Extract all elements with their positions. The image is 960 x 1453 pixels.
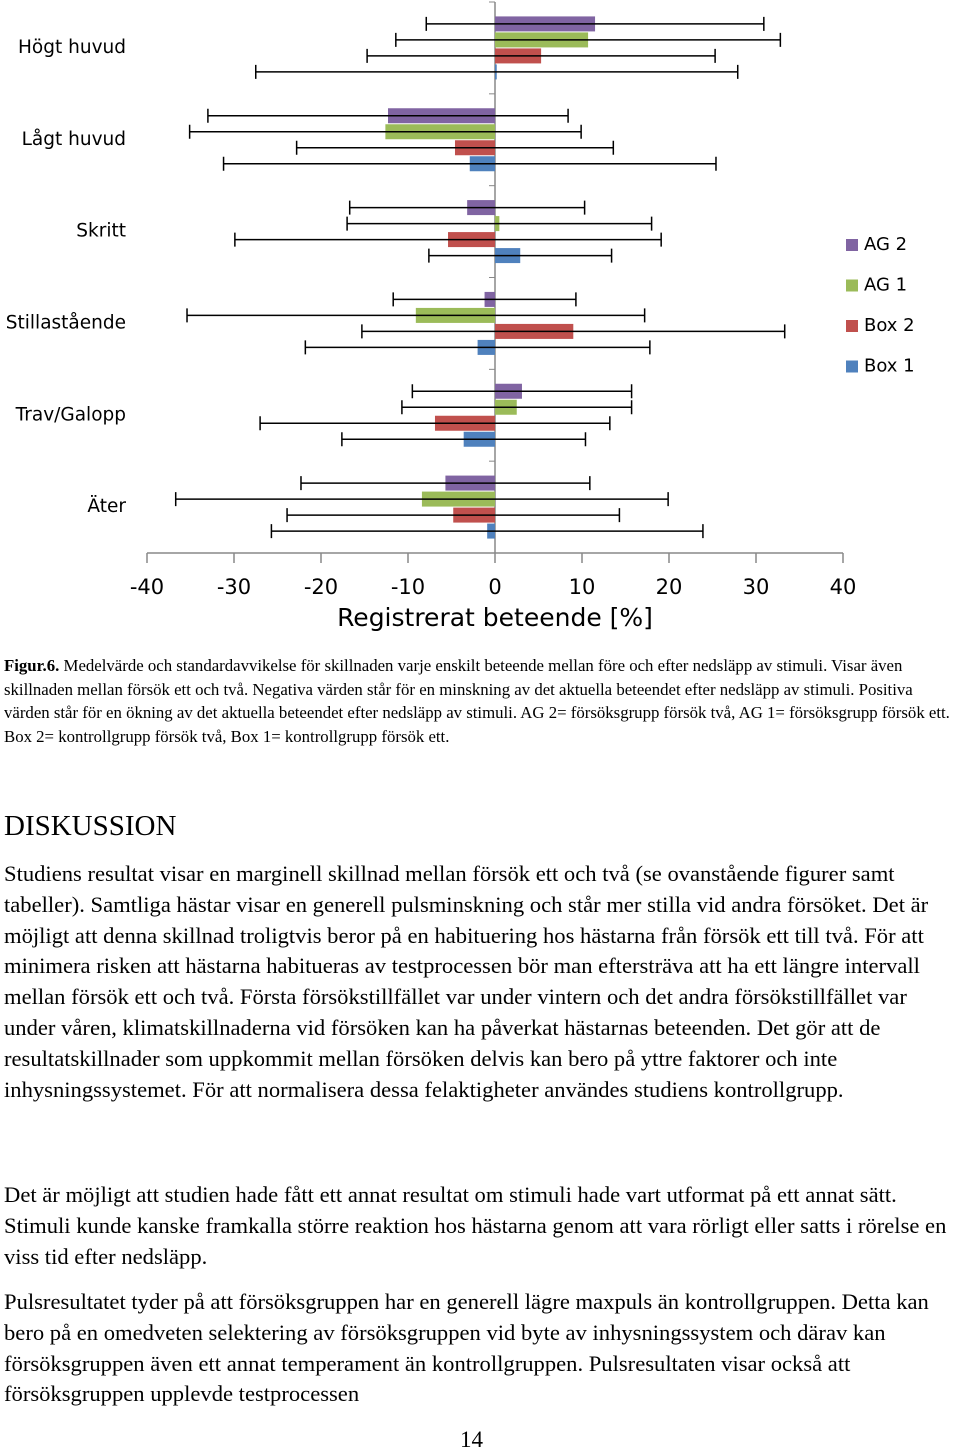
- error-bar: [186, 308, 646, 323]
- legend-label: Box 1: [864, 356, 915, 377]
- error-bar: [300, 476, 591, 491]
- error-bar: [346, 216, 653, 231]
- legend-swatch: [846, 360, 858, 373]
- error-bar: [341, 432, 587, 447]
- error-bar: [174, 492, 669, 507]
- legend-swatch: [846, 239, 858, 251]
- figure-caption: Figur.6. Medelvärde och standardavvikels…: [4, 654, 959, 748]
- paragraph: Pulsresultatet tyder på att försöksgrupp…: [4, 1289, 929, 1407]
- section-heading: DISKUSSION: [4, 810, 177, 842]
- x-tick-label: 40: [830, 575, 857, 599]
- caption-label: Figur.6.: [4, 656, 60, 675]
- x-tick-label: -40: [130, 575, 164, 599]
- category-label: Trav/Galopp: [15, 404, 126, 425]
- error-bar: [401, 400, 633, 415]
- legend-swatch: [846, 279, 858, 292]
- error-bar: [395, 32, 782, 47]
- error-bar: [361, 324, 786, 339]
- error-bar: [188, 124, 582, 139]
- legend-label: AG 1: [864, 275, 907, 296]
- category-label: Lågt huvud: [22, 129, 126, 150]
- chart: Registrerat beteende [%] -40 -30 -20 -10 0 10…: [6, 1, 915, 632]
- paragraph: Det är möjligt att studien hade fått ett…: [4, 1182, 947, 1269]
- legend-label: AG 2: [864, 234, 907, 255]
- error-bar: [234, 232, 662, 247]
- error-bar: [348, 200, 586, 215]
- error-bar: [366, 48, 716, 63]
- error-bar: [411, 384, 633, 399]
- error-bar: [425, 16, 765, 31]
- x-tick-label: -10: [391, 575, 425, 599]
- error-bar: [222, 156, 717, 171]
- x-tick-label: -30: [217, 575, 251, 599]
- error-bar: [286, 508, 621, 523]
- category-label: Skritt: [76, 221, 126, 242]
- x-tick-label: 0: [488, 575, 501, 599]
- error-bar: [270, 524, 704, 539]
- x-tick-label: 20: [656, 575, 683, 599]
- error-bar: [295, 140, 615, 155]
- paragraph: Studiens resultat visar en marginell ski…: [4, 861, 929, 1102]
- category-label: Högt huvud: [18, 37, 126, 58]
- error-bar: [259, 416, 611, 431]
- x-tick-label: -20: [304, 575, 338, 599]
- category-label: Äter: [87, 496, 126, 517]
- error-bar: [255, 64, 739, 79]
- error-bar: [304, 340, 651, 355]
- caption-text: Medelvärde och standardavvikelse för ski…: [4, 656, 950, 746]
- error-bar: [428, 248, 613, 263]
- error-bar: [207, 108, 569, 123]
- page-number: 14: [460, 1427, 483, 1452]
- legend-label: Box 2: [864, 315, 915, 336]
- legend-swatch: [846, 320, 858, 332]
- error-bar: [392, 292, 577, 307]
- x-tick-label: 10: [569, 575, 596, 599]
- x-axis-title: Registrerat beteende [%]: [337, 603, 653, 632]
- x-tick-label: 30: [743, 575, 770, 599]
- category-label: Stillastående: [6, 312, 126, 333]
